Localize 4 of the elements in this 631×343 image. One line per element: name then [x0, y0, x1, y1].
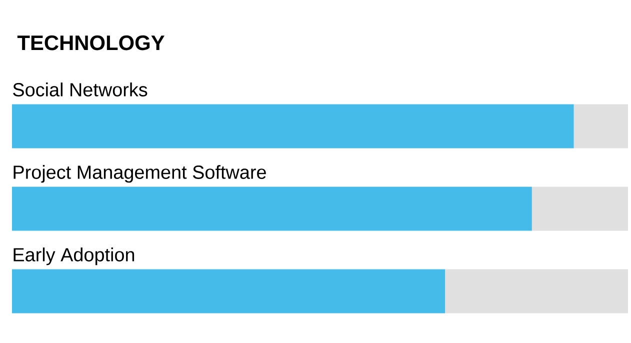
y-tick-label: Early Adoption	[14, 248, 134, 266]
y-tick-label: Project Management Software	[14, 165, 266, 183]
chart-title: TECHNOLOGY	[17, 35, 164, 50]
y-tick-label: Social Networks	[13, 82, 148, 96]
